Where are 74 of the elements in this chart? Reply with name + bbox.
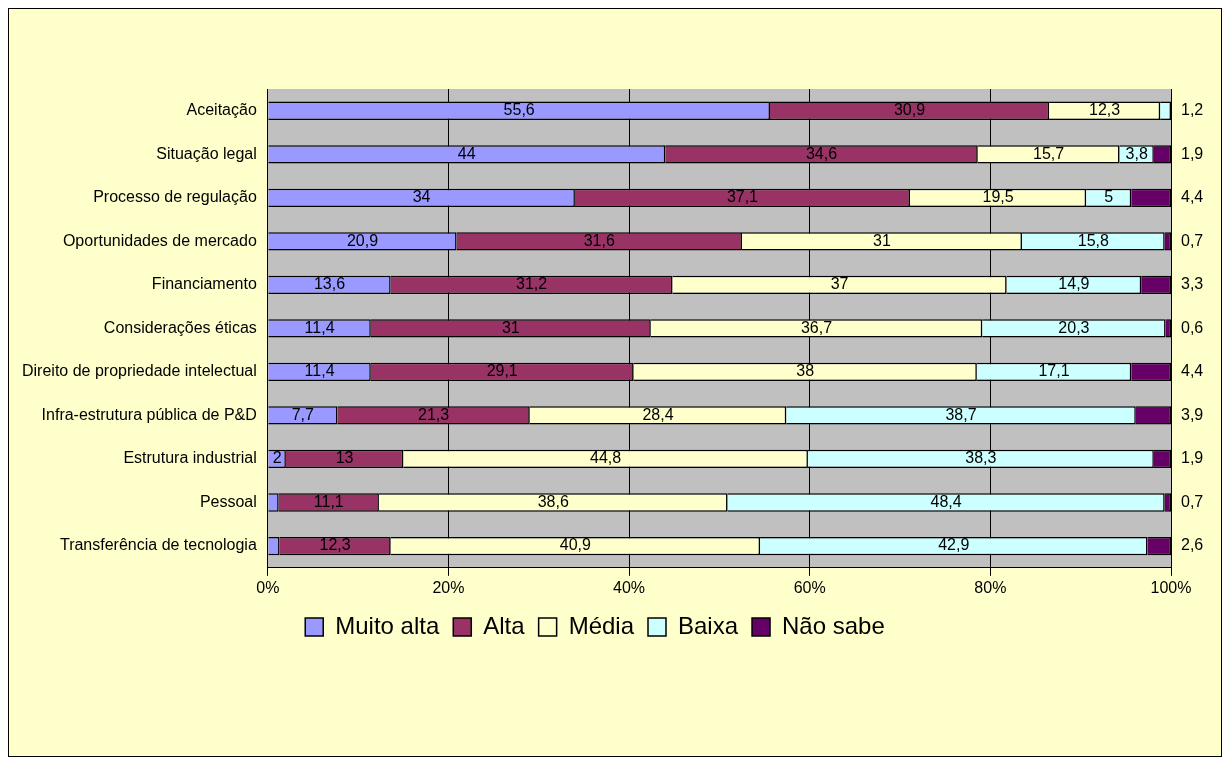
data-label: 30,9 bbox=[893, 101, 926, 119]
data-label: 14,9 bbox=[1058, 275, 1090, 293]
data-label: 13 bbox=[335, 449, 354, 467]
y-tick-label: Aceitação bbox=[186, 101, 257, 119]
data-label: 40,9 bbox=[559, 536, 592, 554]
data-label: 15,7 bbox=[1033, 144, 1065, 162]
data-label: 2 bbox=[272, 449, 282, 467]
data-label: 1,9 bbox=[1181, 449, 1204, 467]
y-tick-label: Oportunidades de mercado bbox=[62, 231, 257, 249]
x-tick-label: 0% bbox=[256, 578, 280, 596]
data-label: 12,3 bbox=[1089, 101, 1121, 119]
data-label: 38,6 bbox=[537, 492, 569, 510]
y-tick-label: Transferência de tecnologia bbox=[59, 536, 257, 554]
x-tick-label: 20% bbox=[432, 578, 465, 596]
data-label: 0,7 bbox=[1181, 492, 1204, 510]
data-label: 2,6 bbox=[1181, 536, 1204, 554]
data-label: 44,8 bbox=[590, 449, 622, 467]
data-label: 1,9 bbox=[1181, 144, 1204, 162]
data-label: 3,9 bbox=[1181, 405, 1204, 423]
y-tick-label: Considerações éticas bbox=[103, 318, 257, 336]
y-tick-label: Processo de regulação bbox=[93, 188, 257, 206]
legend-label: Muito alta bbox=[335, 611, 440, 639]
data-label: 28,4 bbox=[642, 405, 674, 423]
data-label: 11,4 bbox=[304, 318, 335, 336]
data-label: 13,6 bbox=[313, 275, 346, 293]
legend-label: Alta bbox=[483, 611, 526, 639]
y-tick-label: Pessoal bbox=[199, 492, 257, 510]
data-label: 31 bbox=[501, 318, 520, 336]
data-label: 15,8 bbox=[1077, 231, 1109, 249]
data-label: 11,1 bbox=[313, 492, 344, 510]
data-label: 31,2 bbox=[515, 275, 548, 293]
data-label: 34,6 bbox=[805, 144, 838, 162]
x-tick-label: 40% bbox=[613, 578, 646, 596]
data-label: 4,4 bbox=[1181, 188, 1204, 206]
data-label: 12,3 bbox=[319, 536, 351, 554]
data-label: 42,9 bbox=[938, 536, 970, 554]
data-label: 17,1 bbox=[1038, 362, 1070, 380]
data-label: 31 bbox=[873, 231, 891, 249]
y-tick-label: Direito de propriedade intelectual bbox=[22, 362, 257, 380]
data-label: 38,7 bbox=[945, 405, 977, 423]
data-label: 20,3 bbox=[1058, 318, 1090, 336]
x-tick-label: 80% bbox=[974, 578, 1007, 596]
data-label: 31,6 bbox=[583, 231, 615, 249]
data-label: 0,7 bbox=[1181, 231, 1204, 249]
data-label: 21,3 bbox=[417, 405, 450, 423]
data-label: 1,2 bbox=[1181, 101, 1204, 119]
data-label: 37 bbox=[830, 275, 849, 293]
data-label: 55,6 bbox=[503, 101, 535, 119]
data-label: 29,1 bbox=[486, 362, 518, 380]
data-label: 11,4 bbox=[304, 362, 335, 380]
data-label: 48,4 bbox=[930, 492, 962, 510]
x-tick-label: 60% bbox=[793, 578, 826, 596]
data-label: 44 bbox=[457, 144, 476, 162]
data-label: 19,5 bbox=[982, 188, 1014, 206]
y-tick-label: Situação legal bbox=[156, 144, 257, 162]
legend-label: Não sabe bbox=[782, 611, 885, 639]
data-label: 3,8 bbox=[1125, 144, 1148, 162]
data-label: 20,9 bbox=[346, 231, 379, 249]
x-tick-label: 100% bbox=[1150, 578, 1192, 596]
data-label: 38 bbox=[796, 362, 815, 380]
y-tick-label: Estrutura industrial bbox=[123, 449, 257, 467]
data-label: 3,3 bbox=[1181, 275, 1204, 293]
data-label: 4,4 bbox=[1181, 362, 1204, 380]
data-label: 36,7 bbox=[800, 318, 833, 336]
data-label: 34 bbox=[412, 188, 431, 206]
data-label: 5 bbox=[1104, 188, 1114, 206]
y-tick-label: Infra-estrutura pública de P&D bbox=[41, 405, 257, 423]
data-label: 7,7 bbox=[291, 405, 315, 423]
y-tick-label: Financiamento bbox=[151, 275, 257, 293]
data-label: 37,1 bbox=[726, 188, 759, 206]
data-label: 0,6 bbox=[1181, 318, 1204, 336]
data-label: 38,3 bbox=[965, 449, 997, 467]
legend-label: Média bbox=[568, 611, 635, 639]
legend-label: Baixa bbox=[678, 611, 739, 639]
